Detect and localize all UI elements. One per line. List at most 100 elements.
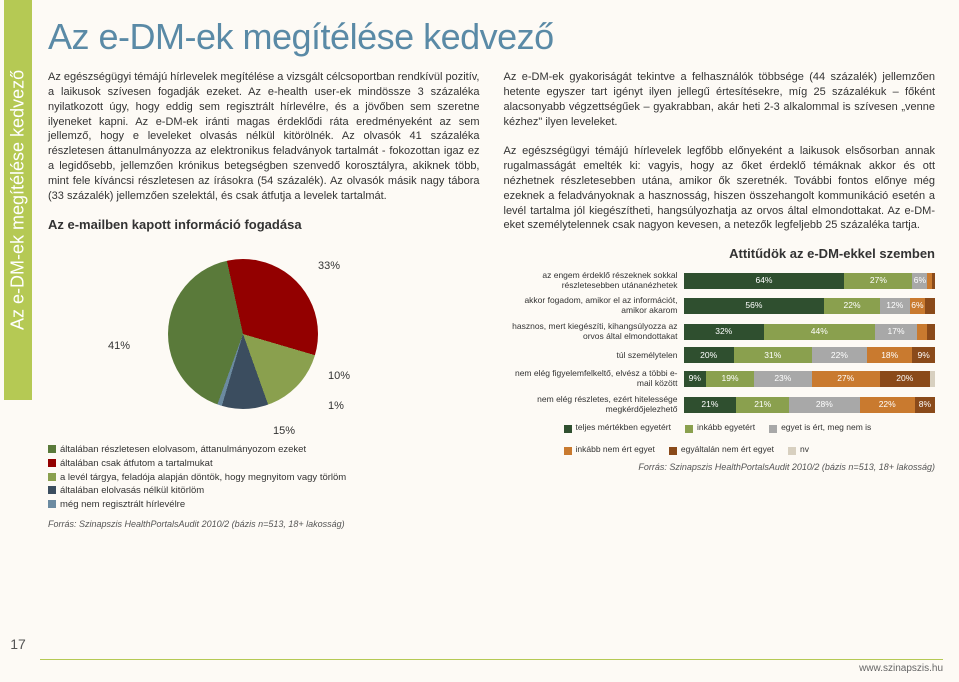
legend-label: általában részletesen elolvasom, áttanul… <box>60 443 306 457</box>
bar-row: nem elég figyelemfelkeltő, elvész a több… <box>504 369 936 389</box>
bar-segment: 8% <box>915 397 935 413</box>
pie-chart-title: Az e-mailben kapott információ fogadása <box>48 216 480 234</box>
bar-row: hasznos, mert kiegészíti, kihangsúlyozza… <box>504 322 936 342</box>
bar-segment <box>925 298 935 314</box>
bar-track: 20%31%22%18%9% <box>684 347 936 363</box>
bar-segment: 56% <box>684 298 825 314</box>
bar-track: 56%22%12%6% <box>684 298 936 314</box>
bar-segment: 6% <box>912 273 927 289</box>
pie-legend-item: általában részletesen elolvasom, áttanul… <box>48 443 480 457</box>
bar-row-label: túl személytelen <box>504 351 684 361</box>
bar-segment: 17% <box>875 324 918 340</box>
bar-segment <box>930 371 935 387</box>
legend-label: a levél tárgya, feladója alapján döntök,… <box>60 471 346 485</box>
bar-legend-item: inkább egyetért <box>685 422 755 433</box>
bar-segment: 9% <box>684 371 707 387</box>
footer-url: www.szinapszis.hu <box>859 663 943 674</box>
bar-row-label: akkor fogadom, amikor el az információt,… <box>504 296 684 316</box>
legend-label: általában csak átfutom a tartalmukat <box>60 457 213 471</box>
bar-segment: 28% <box>789 397 859 413</box>
bar-legend-item: nv <box>788 444 809 455</box>
bar-row-label: nem elég részletes, ezért hitelessége me… <box>504 395 684 415</box>
bar-segment: 27% <box>812 371 880 387</box>
legend-swatch <box>564 447 572 455</box>
legend-swatch <box>788 447 796 455</box>
legend-label: teljes mértékben egyetért <box>576 422 671 433</box>
bar-row-label: nem elég figyelemfelkeltő, elvész a több… <box>504 369 684 389</box>
bar-track: 21%21%28%22%8% <box>684 397 936 413</box>
bar-row-label: az engem érdeklő részeknek sokkal részle… <box>504 271 684 291</box>
bar-segment: 22% <box>812 347 867 363</box>
pie-legend-item: még nem regisztrált hírlevélre <box>48 498 480 512</box>
bar-segment: 21% <box>736 397 789 413</box>
bar-segment <box>932 273 935 289</box>
legend-swatch <box>48 459 56 467</box>
bar-legend-item: teljes mértékben egyetért <box>564 422 671 433</box>
bar-segment: 44% <box>764 324 875 340</box>
legend-swatch <box>48 445 56 453</box>
pie-legend-item: a levél tárgya, feladója alapján döntök,… <box>48 471 480 485</box>
bar-legend-item: inkább nem ért egyet <box>564 444 655 455</box>
bar-legend-item: egyet is ért, meg nem is <box>769 422 871 433</box>
bar-segment: 64% <box>684 273 845 289</box>
pie-legend-item: általában csak átfutom a tartalmukat <box>48 457 480 471</box>
bar-track: 32%44%17% <box>684 324 936 340</box>
bar-segment: 18% <box>867 347 912 363</box>
legend-label: még nem regisztrált hírlevélre <box>60 498 185 512</box>
bar-track: 64%27%6% <box>684 273 936 289</box>
bar-segment: 21% <box>684 397 737 413</box>
right-column: Az e-DM-ek gyakoriságát tekintve a felha… <box>504 70 936 530</box>
bar-segment: 9% <box>912 347 935 363</box>
bar-track: 9%19%23%27%20% <box>684 371 936 387</box>
bar-row: az engem érdeklő részeknek sokkal részle… <box>504 271 936 291</box>
pie-slice-label: 10% <box>328 369 350 384</box>
bar-segment: 12% <box>880 298 910 314</box>
legend-swatch <box>564 425 572 433</box>
legend-swatch <box>769 425 777 433</box>
page-number: 17 <box>6 636 30 652</box>
side-tab: Az e-DM-ek megítélése kedvező <box>4 0 32 400</box>
bar-segment <box>917 324 927 340</box>
bar-segment: 27% <box>844 273 912 289</box>
pie-slice-label: 41% <box>108 339 130 354</box>
legend-swatch <box>48 473 56 481</box>
bar-legend-item: egyáltalán nem ért egyet <box>669 444 774 455</box>
legend-label: egyet is ért, meg nem is <box>781 422 871 433</box>
legend-swatch <box>685 425 693 433</box>
bar-segment: 20% <box>684 347 734 363</box>
pie-slice-label: 15% <box>273 424 295 439</box>
pie-graphic <box>168 259 318 409</box>
legend-label: nv <box>800 444 809 455</box>
side-tab-text: Az e-DM-ek megítélése kedvező <box>8 70 29 330</box>
legend-label: egyáltalán nem ért egyet <box>681 444 774 455</box>
bar-chart-block: Attitűdök az e-DM-ekkel szemben az engem… <box>504 245 936 473</box>
bar-segment: 19% <box>706 371 754 387</box>
legend-swatch <box>48 500 56 508</box>
bar-segment: 22% <box>824 298 879 314</box>
bar-row: akkor fogadom, amikor el az információt,… <box>504 296 936 316</box>
bar-row: túl személytelen20%31%22%18%9% <box>504 347 936 363</box>
legend-swatch <box>48 486 56 494</box>
bar-source: Forrás: Szinapszis HealthPortalsAudit 20… <box>504 461 936 473</box>
pie-slice-label: 33% <box>318 259 340 274</box>
footer-line <box>40 659 943 660</box>
legend-swatch <box>669 447 677 455</box>
legend-label: általában elolvasás nélkül kitörlöm <box>60 484 204 498</box>
pie-source: Forrás: Szinapszis HealthPortalsAudit 20… <box>48 518 480 530</box>
bar-segment: 23% <box>754 371 812 387</box>
pie-legend-item: általában elolvasás nélkül kitörlöm <box>48 484 480 498</box>
body-right: Az e-DM-ek gyakoriságát tekintve a felha… <box>504 70 936 233</box>
pie-chart: 41%33%15%10%1% <box>48 239 480 439</box>
legend-label: inkább nem ért egyet <box>576 444 655 455</box>
bar-segment: 20% <box>880 371 930 387</box>
bar-segment: 31% <box>734 347 812 363</box>
bar-chart-title: Attitűdök az e-DM-ekkel szemben <box>504 245 936 263</box>
bar-segment <box>927 324 935 340</box>
pie-chart-block: Az e-mailben kapott információ fogadása … <box>48 216 480 531</box>
page-title: Az e-DM-ek megítélése kedvező <box>48 16 935 58</box>
bar-row: nem elég részletes, ezért hitelessége me… <box>504 395 936 415</box>
bar-segment: 6% <box>910 298 925 314</box>
bar-segment: 22% <box>860 397 915 413</box>
pie-legend: általában részletesen elolvasom, áttanul… <box>48 443 480 512</box>
bar-legend: teljes mértékben egyetért inkább egyetért… <box>504 422 936 455</box>
